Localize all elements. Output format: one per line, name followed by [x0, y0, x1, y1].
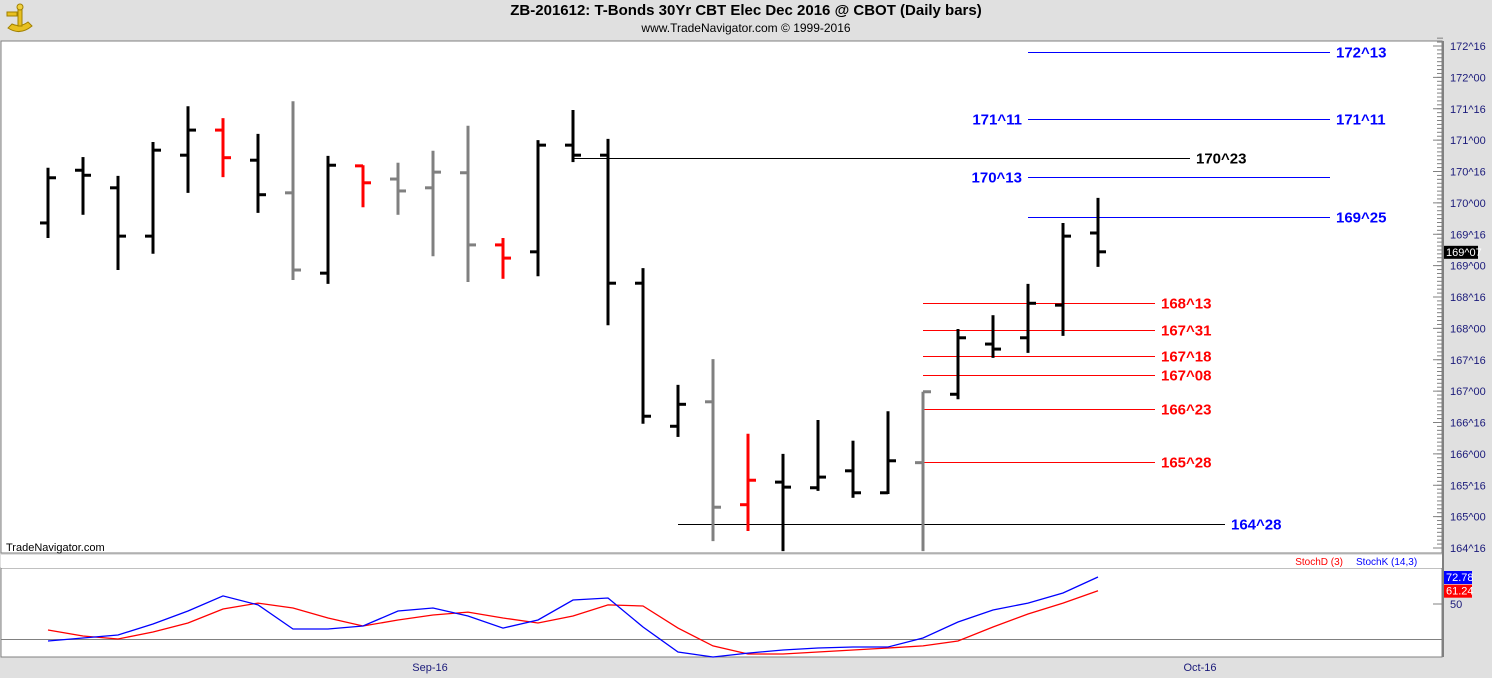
stoch-d-line [47, 590, 1099, 655]
level-label-right: 167^08 [1161, 368, 1211, 385]
y-tick-label: 170^16 [1450, 167, 1486, 179]
y-tick-label: 172^16 [1450, 41, 1486, 53]
level-label-right: 167^18 [1161, 349, 1211, 366]
stochastic-tick-label: 50 [1450, 599, 1462, 611]
stochastic-panel [0, 567, 1443, 658]
y-tick-label: 171^00 [1450, 135, 1486, 147]
ohlc-bar [880, 411, 896, 495]
stoch-last-label: 72.78 [1446, 572, 1474, 584]
y-tick-label: 166^16 [1450, 418, 1486, 430]
level-label-right: 164^28 [1231, 517, 1281, 534]
level-label-right: 168^13 [1161, 296, 1211, 313]
ohlc-bar [950, 329, 966, 400]
y-tick-label: 167^00 [1450, 386, 1486, 398]
ohlc-bar [285, 101, 301, 281]
ohlc-bar [110, 175, 126, 271]
level-label-right: 167^31 [1161, 323, 1211, 340]
ohlc-bar [845, 440, 861, 498]
y-tick-label: 168^00 [1450, 323, 1486, 335]
price-panel [0, 40, 1443, 554]
ohlc-bar [670, 384, 686, 437]
y-tick-label: 172^00 [1450, 72, 1486, 84]
ohlc-bar [215, 118, 231, 178]
y-tick-label: 167^16 [1450, 355, 1486, 367]
x-tick-label: Oct-16 [1183, 662, 1216, 674]
y-tick-label: 170^00 [1450, 198, 1486, 210]
y-tick-label: 164^16 [1450, 543, 1486, 555]
ohlc-bar [460, 125, 476, 282]
chart-subtitle: www.TradeNavigator.com © 1999-2016 [641, 21, 851, 35]
ohlc-bar [320, 155, 336, 284]
ohlc-bar [705, 359, 721, 542]
ohlc-bar [495, 238, 511, 279]
y-tick-label: 169^16 [1450, 229, 1486, 241]
ohlc-bar [1055, 222, 1071, 336]
y-tick-label: 165^16 [1450, 480, 1486, 492]
y-tick-label: 166^00 [1450, 449, 1486, 461]
ohlc-bar [40, 167, 56, 239]
level-label-right: 172^13 [1336, 45, 1386, 62]
level-label-left: 170^13 [972, 170, 1022, 187]
level-label-right: 166^23 [1161, 402, 1211, 419]
sextant-logo-icon [4, 2, 36, 39]
ohlc-bar [425, 150, 441, 257]
y-tick-label: 171^16 [1450, 104, 1486, 116]
ohlc-bar [600, 138, 616, 326]
ohlc-bar [390, 162, 406, 215]
legend-stoch-k: StochK (14,3) [1356, 557, 1417, 568]
last-price-badge [1444, 245, 1478, 259]
ohlc-bar [1020, 283, 1036, 353]
ohlc-bar [250, 133, 266, 213]
ohlc-bar [530, 140, 546, 277]
stoch-k-line [47, 576, 1099, 658]
ohlc-bar [635, 268, 651, 424]
chart-title: ZB-201612: T-Bonds 30Yr CBT Elec Dec 201… [510, 2, 982, 19]
ohlc-bar [145, 142, 161, 254]
y-tick-label: 169^00 [1450, 261, 1486, 273]
ohlc-bar [740, 433, 756, 532]
ohlc-bar [75, 157, 91, 215]
y-tick-label: 165^00 [1450, 512, 1486, 524]
ohlc-bar [565, 110, 581, 163]
ohlc-bar [985, 315, 1001, 358]
level-label-right: 170^23 [1196, 151, 1246, 168]
ohlc-bar [180, 106, 196, 193]
level-label-left: 171^11 [972, 112, 1022, 129]
y-tick-label: 168^16 [1450, 292, 1486, 304]
legend-stoch-d: StochD (3) [1295, 557, 1343, 568]
ohlc-bar [775, 453, 791, 552]
ohlc-bar [1090, 197, 1106, 267]
level-label-right: 165^28 [1161, 455, 1211, 472]
level-label-right: 171^11 [1336, 112, 1386, 129]
ohlc-bar [355, 164, 371, 208]
stoch-last-badge [1444, 571, 1472, 585]
ohlc-bar [915, 390, 931, 552]
stoch-last-label: 61.24 [1446, 586, 1474, 598]
stoch-last-badge [1444, 584, 1472, 598]
level-label-right: 169^25 [1336, 210, 1386, 227]
last-price-label: 169^07 [1446, 247, 1482, 259]
stochastic-legend-bar [1, 555, 1442, 568]
ohlc-bar [810, 419, 826, 491]
watermark: TradeNavigator.com [6, 542, 105, 554]
x-tick-label: Sep-16 [412, 662, 447, 674]
